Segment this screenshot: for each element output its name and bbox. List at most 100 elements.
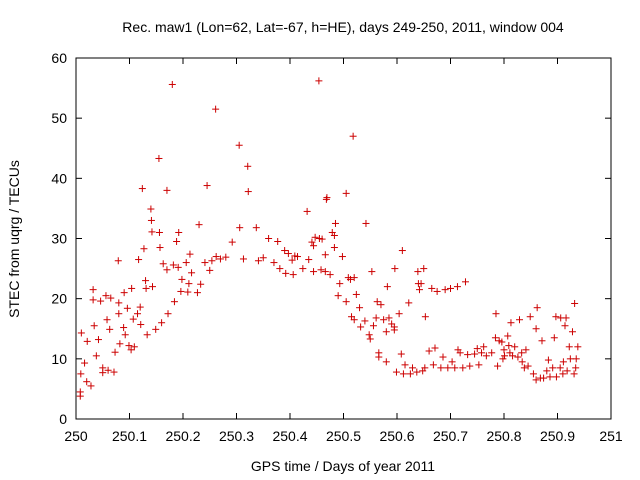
data-point xyxy=(491,334,499,342)
data-point xyxy=(259,254,267,262)
data-point xyxy=(395,310,403,318)
y-tick-label: 60 xyxy=(51,50,67,66)
data-point xyxy=(431,344,439,352)
data-point xyxy=(321,251,329,259)
data-point xyxy=(398,247,406,255)
data-point xyxy=(334,292,342,300)
data-point xyxy=(357,323,365,331)
data-point xyxy=(428,284,436,292)
data-point xyxy=(155,228,163,236)
data-point xyxy=(310,268,318,276)
data-point xyxy=(274,238,282,246)
data-point xyxy=(184,288,192,296)
data-point xyxy=(120,324,128,332)
data-point xyxy=(130,343,138,351)
data-point xyxy=(453,283,461,291)
data-point xyxy=(83,378,91,386)
data-point xyxy=(566,355,574,363)
data-point xyxy=(270,259,278,267)
data-point xyxy=(552,373,560,381)
data-point xyxy=(562,314,570,322)
x-tick-label: 250.6 xyxy=(379,428,414,444)
data-point xyxy=(529,370,537,378)
data-point xyxy=(473,345,481,353)
y-axis-label: STEC from uqrg / TECUs xyxy=(6,160,22,318)
data-point xyxy=(318,235,326,243)
x-tick-label: 250.4 xyxy=(272,428,307,444)
data-point xyxy=(254,257,262,265)
data-point xyxy=(549,364,557,372)
data-point xyxy=(148,228,156,236)
data-point xyxy=(106,325,114,333)
data-point xyxy=(142,277,150,285)
x-tick-label: 250.2 xyxy=(165,428,200,444)
data-point xyxy=(498,338,506,346)
data-point xyxy=(265,235,273,242)
data-point xyxy=(563,367,571,375)
data-point xyxy=(552,313,560,321)
data-point xyxy=(97,297,105,305)
data-point xyxy=(572,355,580,363)
data-point xyxy=(142,284,150,292)
x-axis-label: GPS time / Days of year 2011 xyxy=(251,458,435,474)
data-point xyxy=(350,274,358,282)
data-point xyxy=(342,189,350,197)
data-point xyxy=(152,325,160,333)
data-point xyxy=(159,260,167,268)
data-point xyxy=(342,298,350,306)
data-point xyxy=(186,250,194,258)
data-point xyxy=(102,292,110,300)
data-point xyxy=(89,296,97,304)
data-point xyxy=(511,343,519,351)
data-point xyxy=(134,310,142,318)
data-point xyxy=(317,266,325,274)
data-point xyxy=(492,310,500,318)
x-tick-label: 250.3 xyxy=(219,428,254,444)
data-point xyxy=(177,287,185,295)
data-point xyxy=(127,346,135,354)
data-point xyxy=(284,250,292,258)
data-point xyxy=(135,256,143,264)
data-point xyxy=(236,224,244,232)
data-point xyxy=(174,263,182,271)
data-point xyxy=(136,303,144,311)
data-point xyxy=(391,265,399,273)
data-point xyxy=(382,358,390,366)
data-point xyxy=(392,368,400,376)
data-point xyxy=(164,310,172,318)
data-point xyxy=(500,346,508,354)
data-point xyxy=(116,340,124,348)
data-point xyxy=(420,265,428,273)
data-point xyxy=(382,328,390,336)
data-point xyxy=(373,298,381,306)
data-points xyxy=(76,77,582,400)
data-point xyxy=(444,364,452,372)
data-point xyxy=(173,238,181,246)
data-point xyxy=(526,313,534,321)
x-tick-label: 250.7 xyxy=(433,428,468,444)
data-point xyxy=(524,362,532,370)
data-point xyxy=(276,265,284,273)
data-point xyxy=(197,280,205,288)
data-point xyxy=(429,361,437,369)
data-point xyxy=(289,271,297,279)
data-point xyxy=(559,358,567,366)
data-point xyxy=(471,350,479,358)
data-point xyxy=(516,316,524,324)
data-point xyxy=(501,352,509,360)
data-point xyxy=(120,289,128,297)
data-point xyxy=(561,322,569,330)
data-point xyxy=(368,268,376,276)
data-point xyxy=(451,364,459,372)
data-point xyxy=(375,353,383,361)
data-point xyxy=(104,366,112,374)
data-point xyxy=(330,231,338,239)
data-point xyxy=(448,358,456,366)
data-point xyxy=(366,335,374,343)
y-tick-label: 10 xyxy=(51,351,67,367)
data-point xyxy=(321,268,329,276)
data-point xyxy=(92,352,100,360)
data-point xyxy=(544,356,552,364)
data-point xyxy=(147,205,155,213)
data-point xyxy=(362,219,370,227)
